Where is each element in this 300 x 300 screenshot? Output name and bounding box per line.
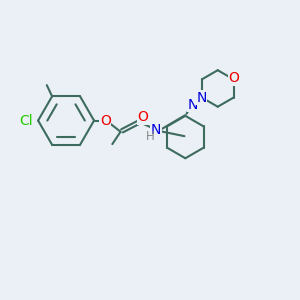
Text: Cl: Cl <box>19 114 33 128</box>
Text: H: H <box>146 130 155 143</box>
Text: N: N <box>188 98 198 112</box>
Text: O: O <box>137 110 148 124</box>
Text: O: O <box>229 71 240 85</box>
Text: N: N <box>196 91 206 105</box>
Text: N: N <box>151 123 161 137</box>
Text: O: O <box>100 114 111 128</box>
